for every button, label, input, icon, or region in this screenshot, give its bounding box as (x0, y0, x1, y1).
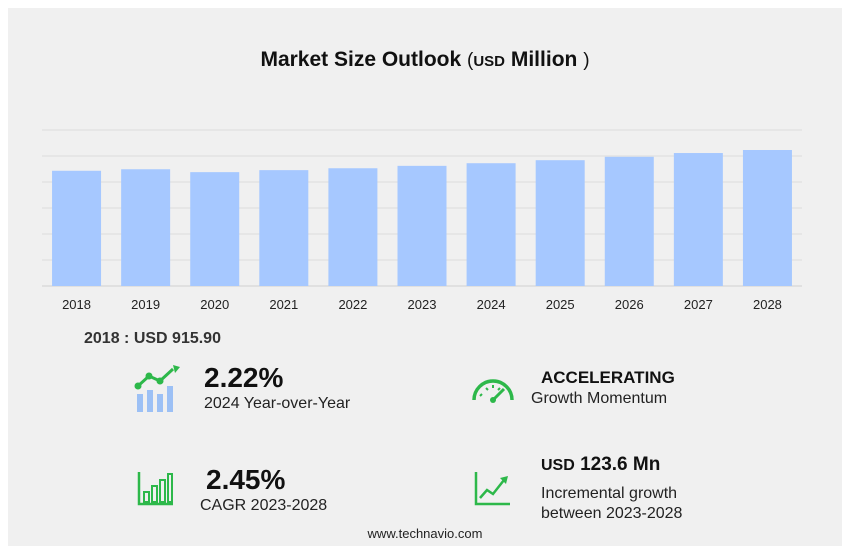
bar-2027 (673, 153, 723, 286)
x-tick-label: 2018 (62, 297, 91, 312)
bar-2022 (328, 168, 378, 286)
bar-2025 (535, 160, 585, 286)
x-tick-label: 2022 (338, 297, 367, 312)
x-tick-label: 2027 (684, 297, 713, 312)
yoy-label: 2024 Year-over-Year (204, 395, 351, 412)
bar-2024 (466, 163, 516, 286)
x-tick-label: 2021 (269, 297, 298, 312)
chart-title: Market Size Outlook (USD Million ) (0, 48, 850, 72)
x-tick-label: 2025 (546, 297, 575, 312)
title-paren-open: ( (467, 50, 474, 71)
growth-chart-icon (134, 365, 180, 412)
title-paren-close: ) (583, 50, 590, 71)
cagr-label: CAGR 2023-2028 (200, 497, 328, 514)
incremental-label-line2: between 2023-2028 (541, 505, 683, 522)
incremental-label-line1: Incremental growth (541, 485, 678, 502)
x-tick-label: 2026 (615, 297, 644, 312)
yoy-stat: 2.22% 2024 Year-over-Year (204, 362, 350, 414)
bar-2023 (397, 165, 447, 286)
source-footer: www.technavio.com (367, 526, 483, 541)
bar-2020 (190, 172, 240, 286)
cagr-stat: 2.45% CAGR 2023-2028 (200, 464, 327, 516)
incremental-unit: USD (541, 457, 575, 474)
bar-2028 (742, 150, 792, 286)
title-text: Market Size Outlook (260, 48, 462, 71)
x-tick-label: 2023 (408, 297, 437, 312)
title-unit-word: Million (510, 48, 578, 71)
x-tick-label: 2019 (131, 297, 160, 312)
title-unit: USD (473, 53, 506, 70)
incremental-stat: USD 123.6 Mn Incremental growth between … (541, 453, 682, 524)
bar-2026 (604, 156, 654, 286)
bar-2019 (121, 169, 171, 286)
x-tick-label: 2028 (753, 297, 782, 312)
trend-line-icon (474, 472, 510, 506)
incremental-value: 123.6 Mn (580, 454, 661, 475)
yoy-value: 2.22% (204, 362, 284, 393)
momentum-stat: ACCELERATING Growth Momentum (531, 367, 675, 409)
bar-2021 (259, 170, 309, 286)
bar-chart-icon (137, 472, 173, 506)
speedometer-icon (472, 379, 514, 403)
x-tick-label: 2024 (477, 297, 506, 312)
cagr-value: 2.45% (206, 464, 286, 495)
base-year-value: 2018 : USD 915.90 (84, 330, 221, 347)
momentum-value: ACCELERATING (541, 368, 675, 387)
momentum-label: Growth Momentum (531, 390, 668, 407)
bar-2018 (52, 170, 102, 286)
x-tick-label: 2020 (200, 297, 229, 312)
bar-chart: 2018 2019 2020 2021 2022 2023 2024 2025 2026 2027… (42, 129, 802, 312)
